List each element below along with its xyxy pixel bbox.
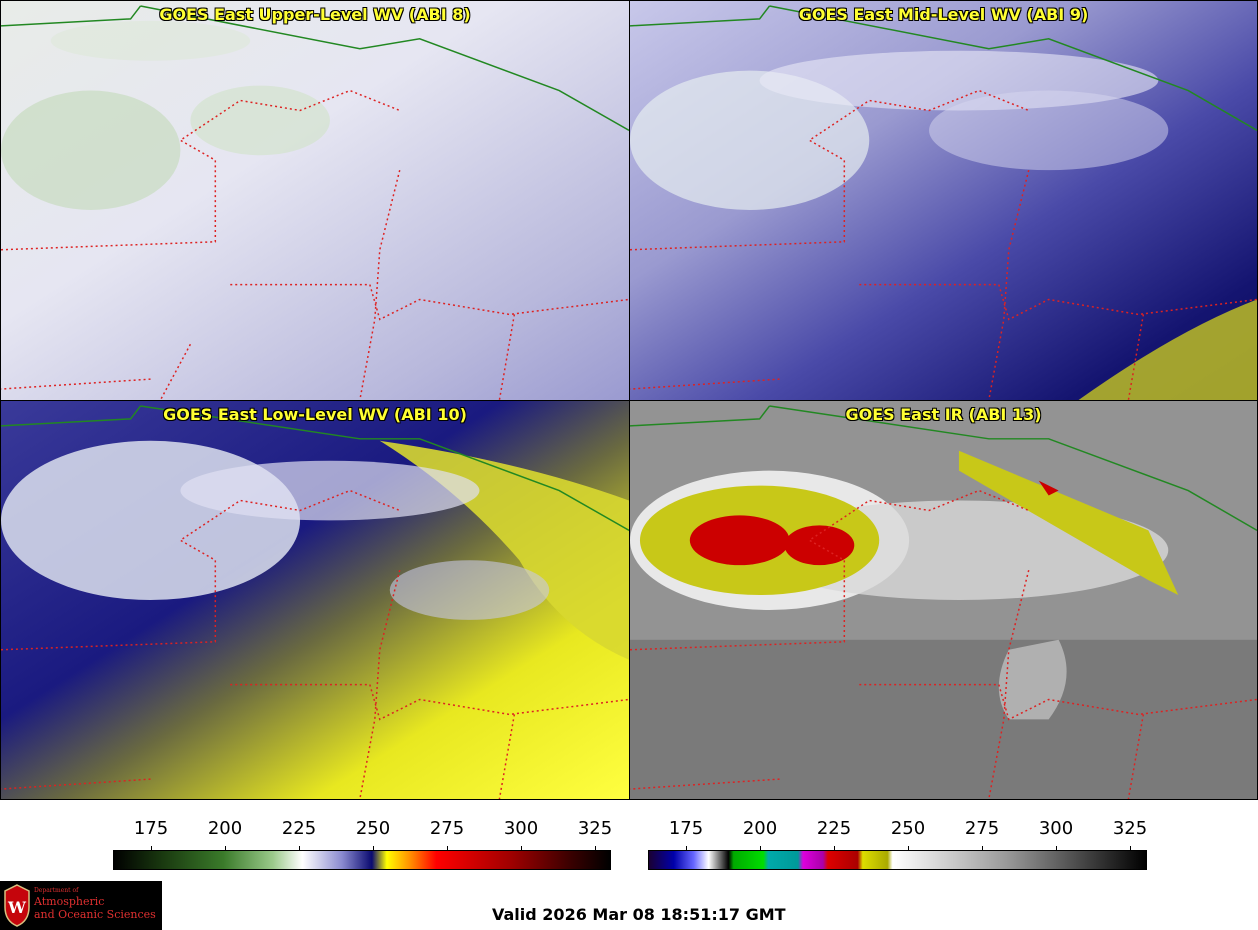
- ir-image: [630, 401, 1257, 799]
- colorbar-tick-mark: [151, 846, 152, 851]
- panel-title: GOES East Low-Level WV (ABI 10): [163, 405, 467, 424]
- upper-level-wv-image: [1, 1, 629, 400]
- colorbar-tick-mark: [225, 846, 226, 851]
- colorbar-tick-mark: [908, 846, 909, 851]
- wv-tick-label: 325: [577, 818, 613, 839]
- uw-crest-icon: W: [4, 884, 30, 927]
- logo-line-1: Department of: [34, 887, 79, 894]
- ir-tick-label: 300: [1038, 818, 1074, 839]
- svg-text:W: W: [7, 898, 27, 917]
- wv-tick-label: 225: [281, 818, 317, 839]
- colorbar-tick-mark: [834, 846, 835, 851]
- ir-colorbar: [648, 850, 1147, 870]
- wv-tick-label: 175: [133, 818, 169, 839]
- ir-tick-label: 175: [668, 818, 704, 839]
- ir-tick-label: 325: [1112, 818, 1148, 839]
- uw-aos-logo: W Department of Atmospheric and Oceanic …: [0, 881, 162, 930]
- ir-panel: GOES East IR (ABI 13): [629, 400, 1258, 800]
- ir-tick-label: 275: [964, 818, 1000, 839]
- wv-colorbar: [113, 850, 611, 870]
- panel-title: GOES East IR (ABI 13): [845, 405, 1042, 424]
- ir-tick-label: 225: [816, 818, 852, 839]
- colorbar-tick-mark: [686, 846, 687, 851]
- panel-title: GOES East Mid-Level WV (ABI 9): [798, 5, 1089, 24]
- wv-tick-label: 250: [355, 818, 391, 839]
- panel-title: GOES East Upper-Level WV (ABI 8): [159, 5, 471, 24]
- logo-line-3: and Oceanic Sciences: [34, 908, 156, 921]
- colorbar-tick-mark: [1130, 846, 1131, 851]
- mid-level-wv-panel: GOES East Mid-Level WV (ABI 9): [629, 0, 1258, 401]
- mid-level-wv-image: [630, 1, 1257, 400]
- upper-level-wv-panel: GOES East Upper-Level WV (ABI 8): [0, 0, 630, 401]
- logo-line-2: Atmospheric: [34, 895, 105, 908]
- colorbar-tick-mark: [373, 846, 374, 851]
- colorbar-tick-mark: [447, 846, 448, 851]
- colorbar-tick-mark: [299, 846, 300, 851]
- valid-time: Valid 2026 Mar 08 18:51:17 GMT: [492, 905, 786, 924]
- ir-tick-label: 200: [742, 818, 778, 839]
- colorbar-tick-mark: [521, 846, 522, 851]
- wv-tick-label: 275: [429, 818, 465, 839]
- low-level-wv-image: [1, 401, 629, 799]
- low-level-wv-panel: GOES East Low-Level WV (ABI 10): [0, 400, 630, 800]
- logo-text: Department of Atmospheric and Oceanic Sc…: [34, 887, 156, 921]
- colorbar-tick-mark: [595, 846, 596, 851]
- ir-tick-label: 250: [890, 818, 926, 839]
- wv-tick-label: 200: [207, 818, 243, 839]
- colorbar-tick-mark: [1056, 846, 1057, 851]
- colorbar-tick-mark: [982, 846, 983, 851]
- colorbar-tick-mark: [760, 846, 761, 851]
- wv-tick-label: 300: [503, 818, 539, 839]
